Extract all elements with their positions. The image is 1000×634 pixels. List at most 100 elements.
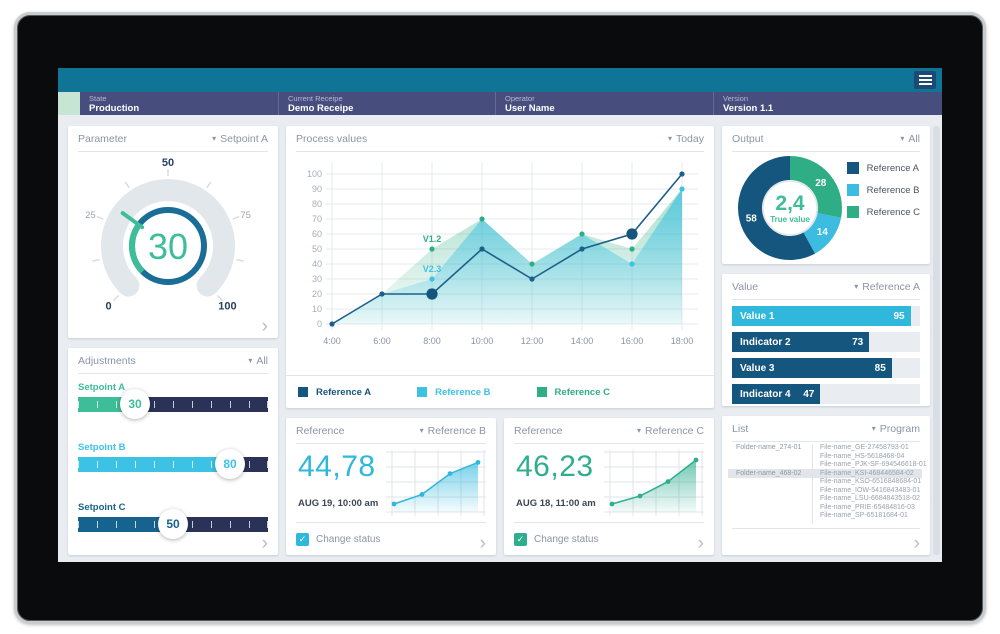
reference-mini-chart [604, 450, 704, 516]
output-dropdown[interactable]: ▾ All [900, 132, 920, 145]
status-label: Current Receipe [288, 94, 343, 103]
card-value: Value ▾ Reference A Value 1 95 Indicator… [722, 274, 930, 406]
chevron-right-icon[interactable]: › [261, 316, 268, 337]
svg-text:75: 75 [240, 210, 251, 221]
legend-item: Reference A [846, 162, 920, 174]
svg-text:25: 25 [85, 210, 96, 221]
parameter-gauge[interactable]: 0 25 50 75 100 30 [73, 154, 273, 312]
list-dropdown[interactable]: ▾ Program [871, 422, 920, 435]
list-file[interactable]: File-name_LSU-6684843518-02 [820, 495, 921, 502]
svg-text:100: 100 [307, 169, 322, 179]
slider-setpoint-b: Setpoint B 80 [78, 442, 268, 479]
chevron-down-icon: ▾ [248, 355, 253, 365]
svg-text:V2.3: V2.3 [423, 264, 442, 274]
legend-item: Reference B [846, 184, 920, 196]
value-dropdown[interactable]: ▾ Reference A [854, 280, 920, 293]
change-status-checkbox-row[interactable]: ✓ Change status [514, 533, 599, 546]
slider-setpoint-c: Setpoint C 50 [78, 502, 268, 539]
reference-b-dropdown[interactable]: ▾ Reference B [419, 424, 486, 437]
value-bar: Value 3 85 [732, 358, 920, 378]
status-value: User Name [505, 103, 555, 114]
status-segment-state: State Production [80, 92, 278, 115]
chevron-down-icon: ▾ [212, 133, 217, 143]
bar-value: 95 [893, 310, 905, 322]
status-label: Version [723, 94, 749, 103]
scrollbar[interactable] [933, 126, 940, 555]
status-label: Operator [505, 94, 535, 103]
list-file[interactable]: File-name_IOW-5416843483-01 [820, 486, 921, 494]
slider-track[interactable]: 30 [78, 389, 268, 419]
svg-text:16:00: 16:00 [621, 336, 644, 346]
slider-label: Setpoint C [78, 502, 126, 513]
slider-thumb[interactable]: 50 [158, 509, 188, 539]
svg-text:18:00: 18:00 [671, 336, 694, 346]
slider-thumb[interactable]: 80 [215, 449, 245, 479]
chevron-right-icon[interactable]: › [261, 533, 268, 554]
status-segment-receipe: Current Receipe Demo Receipe [278, 92, 495, 115]
checkbox-checked-icon[interactable]: ✓ [296, 533, 309, 546]
chevron-right-icon[interactable]: › [479, 533, 486, 554]
svg-text:20: 20 [312, 289, 322, 299]
reference-c-dropdown[interactable]: ▾ Reference C [637, 424, 704, 437]
card-reference-b: Reference ▾ Reference B 44,78 AUG 19, 10… [286, 418, 496, 555]
status-bar: State Production Current Receipe Demo Re… [58, 92, 942, 115]
list-file[interactable]: File-name_SP-65181684-01 [820, 512, 908, 519]
svg-text:10:00: 10:00 [471, 336, 494, 346]
svg-text:0: 0 [317, 319, 322, 329]
legend-item: Reference A [298, 387, 371, 398]
list-file[interactable]: File-name_KSI-468446584-02 [820, 469, 914, 477]
card-reference-c: Reference ▾ Reference C 46,23 AUG 18, 11… [504, 418, 714, 555]
status-segment-version: Version Version 1.1 [713, 92, 942, 115]
process-range-dropdown[interactable]: ▾ Today [667, 132, 704, 145]
svg-text:True value: True value [770, 215, 810, 224]
bar-value: 85 [874, 362, 886, 374]
reference-value: 46,23 [516, 450, 594, 483]
list-folder[interactable]: Folder-name_468-02 [736, 469, 802, 477]
list-file[interactable]: File-name_PRIE-65484816-03 [820, 503, 915, 511]
process-values-chart: 0 10 20 30 40 50 60 70 80 90 100 4:00 6:00 8:00 10:00 1… [307, 162, 698, 346]
chevron-down-icon: ▾ [667, 133, 672, 143]
chevron-down-icon: ▾ [419, 425, 424, 435]
checkbox-checked-icon[interactable]: ✓ [514, 533, 527, 546]
svg-text:0: 0 [106, 300, 112, 312]
divider [812, 444, 813, 524]
slider-thumb[interactable]: 30 [120, 389, 150, 419]
svg-text:6:00: 6:00 [373, 336, 391, 346]
status-value: Production [89, 103, 140, 114]
card-adjustments: Adjustments ▾ All Setpoint A 30 Setpoint… [68, 348, 278, 555]
svg-text:60: 60 [312, 229, 322, 239]
change-status-checkbox-row[interactable]: ✓ Change status [296, 533, 381, 546]
chevron-right-icon[interactable]: › [697, 533, 704, 554]
hamburger-menu-icon[interactable] [914, 71, 936, 89]
chevron-down-icon: ▾ [900, 133, 905, 143]
slider-setpoint-a: Setpoint A 30 [78, 382, 268, 419]
slider-track[interactable]: 50 [78, 509, 268, 539]
list-file[interactable]: File-name_KSO-6516848684-01 [820, 478, 922, 485]
card-parameter: Parameter ▾ Setpoint A 0 25 50 75 100 30 › [68, 126, 278, 338]
adjustments-dropdown[interactable]: ▾ All [248, 354, 268, 367]
reference-timestamp: AUG 18, 11:00 am [516, 498, 596, 509]
list-folder[interactable]: Folder-name_274-01 [736, 444, 802, 451]
divider [514, 522, 704, 523]
legend-item: Reference C [846, 206, 920, 218]
reference-mini-chart [386, 450, 486, 516]
parameter-dropdown[interactable]: ▾ Setpoint A [212, 132, 268, 145]
card-title: Output [732, 132, 764, 145]
chevron-right-icon[interactable]: › [913, 533, 920, 554]
legend-swatch [298, 387, 308, 397]
list-file[interactable]: File-name_GE-27458793-01 [820, 444, 909, 451]
svg-text:8:00: 8:00 [423, 336, 441, 346]
divider [732, 528, 920, 529]
svg-text:10: 10 [312, 304, 322, 314]
hmi-screen: State Production Current Receipe Demo Re… [58, 68, 942, 562]
slider-track[interactable]: 80 [78, 449, 268, 479]
card-list: List ▾ Program Folder-name_274-01 Folder-… [722, 416, 930, 555]
list-file[interactable]: File-name_HS-5618468-04 [820, 452, 905, 460]
svg-text:14:00: 14:00 [571, 336, 594, 346]
value-bar: Indicator 4 47 [732, 384, 920, 404]
card-process-values: Process values ▾ Today 0 10 20 30 40 50 60 70 80… [286, 126, 714, 408]
value-bar: Value 1 95 [732, 306, 920, 326]
list-file[interactable]: File-name_PJK-SF-694546618-01 [820, 461, 927, 468]
card-title: Adjustments [78, 354, 136, 367]
